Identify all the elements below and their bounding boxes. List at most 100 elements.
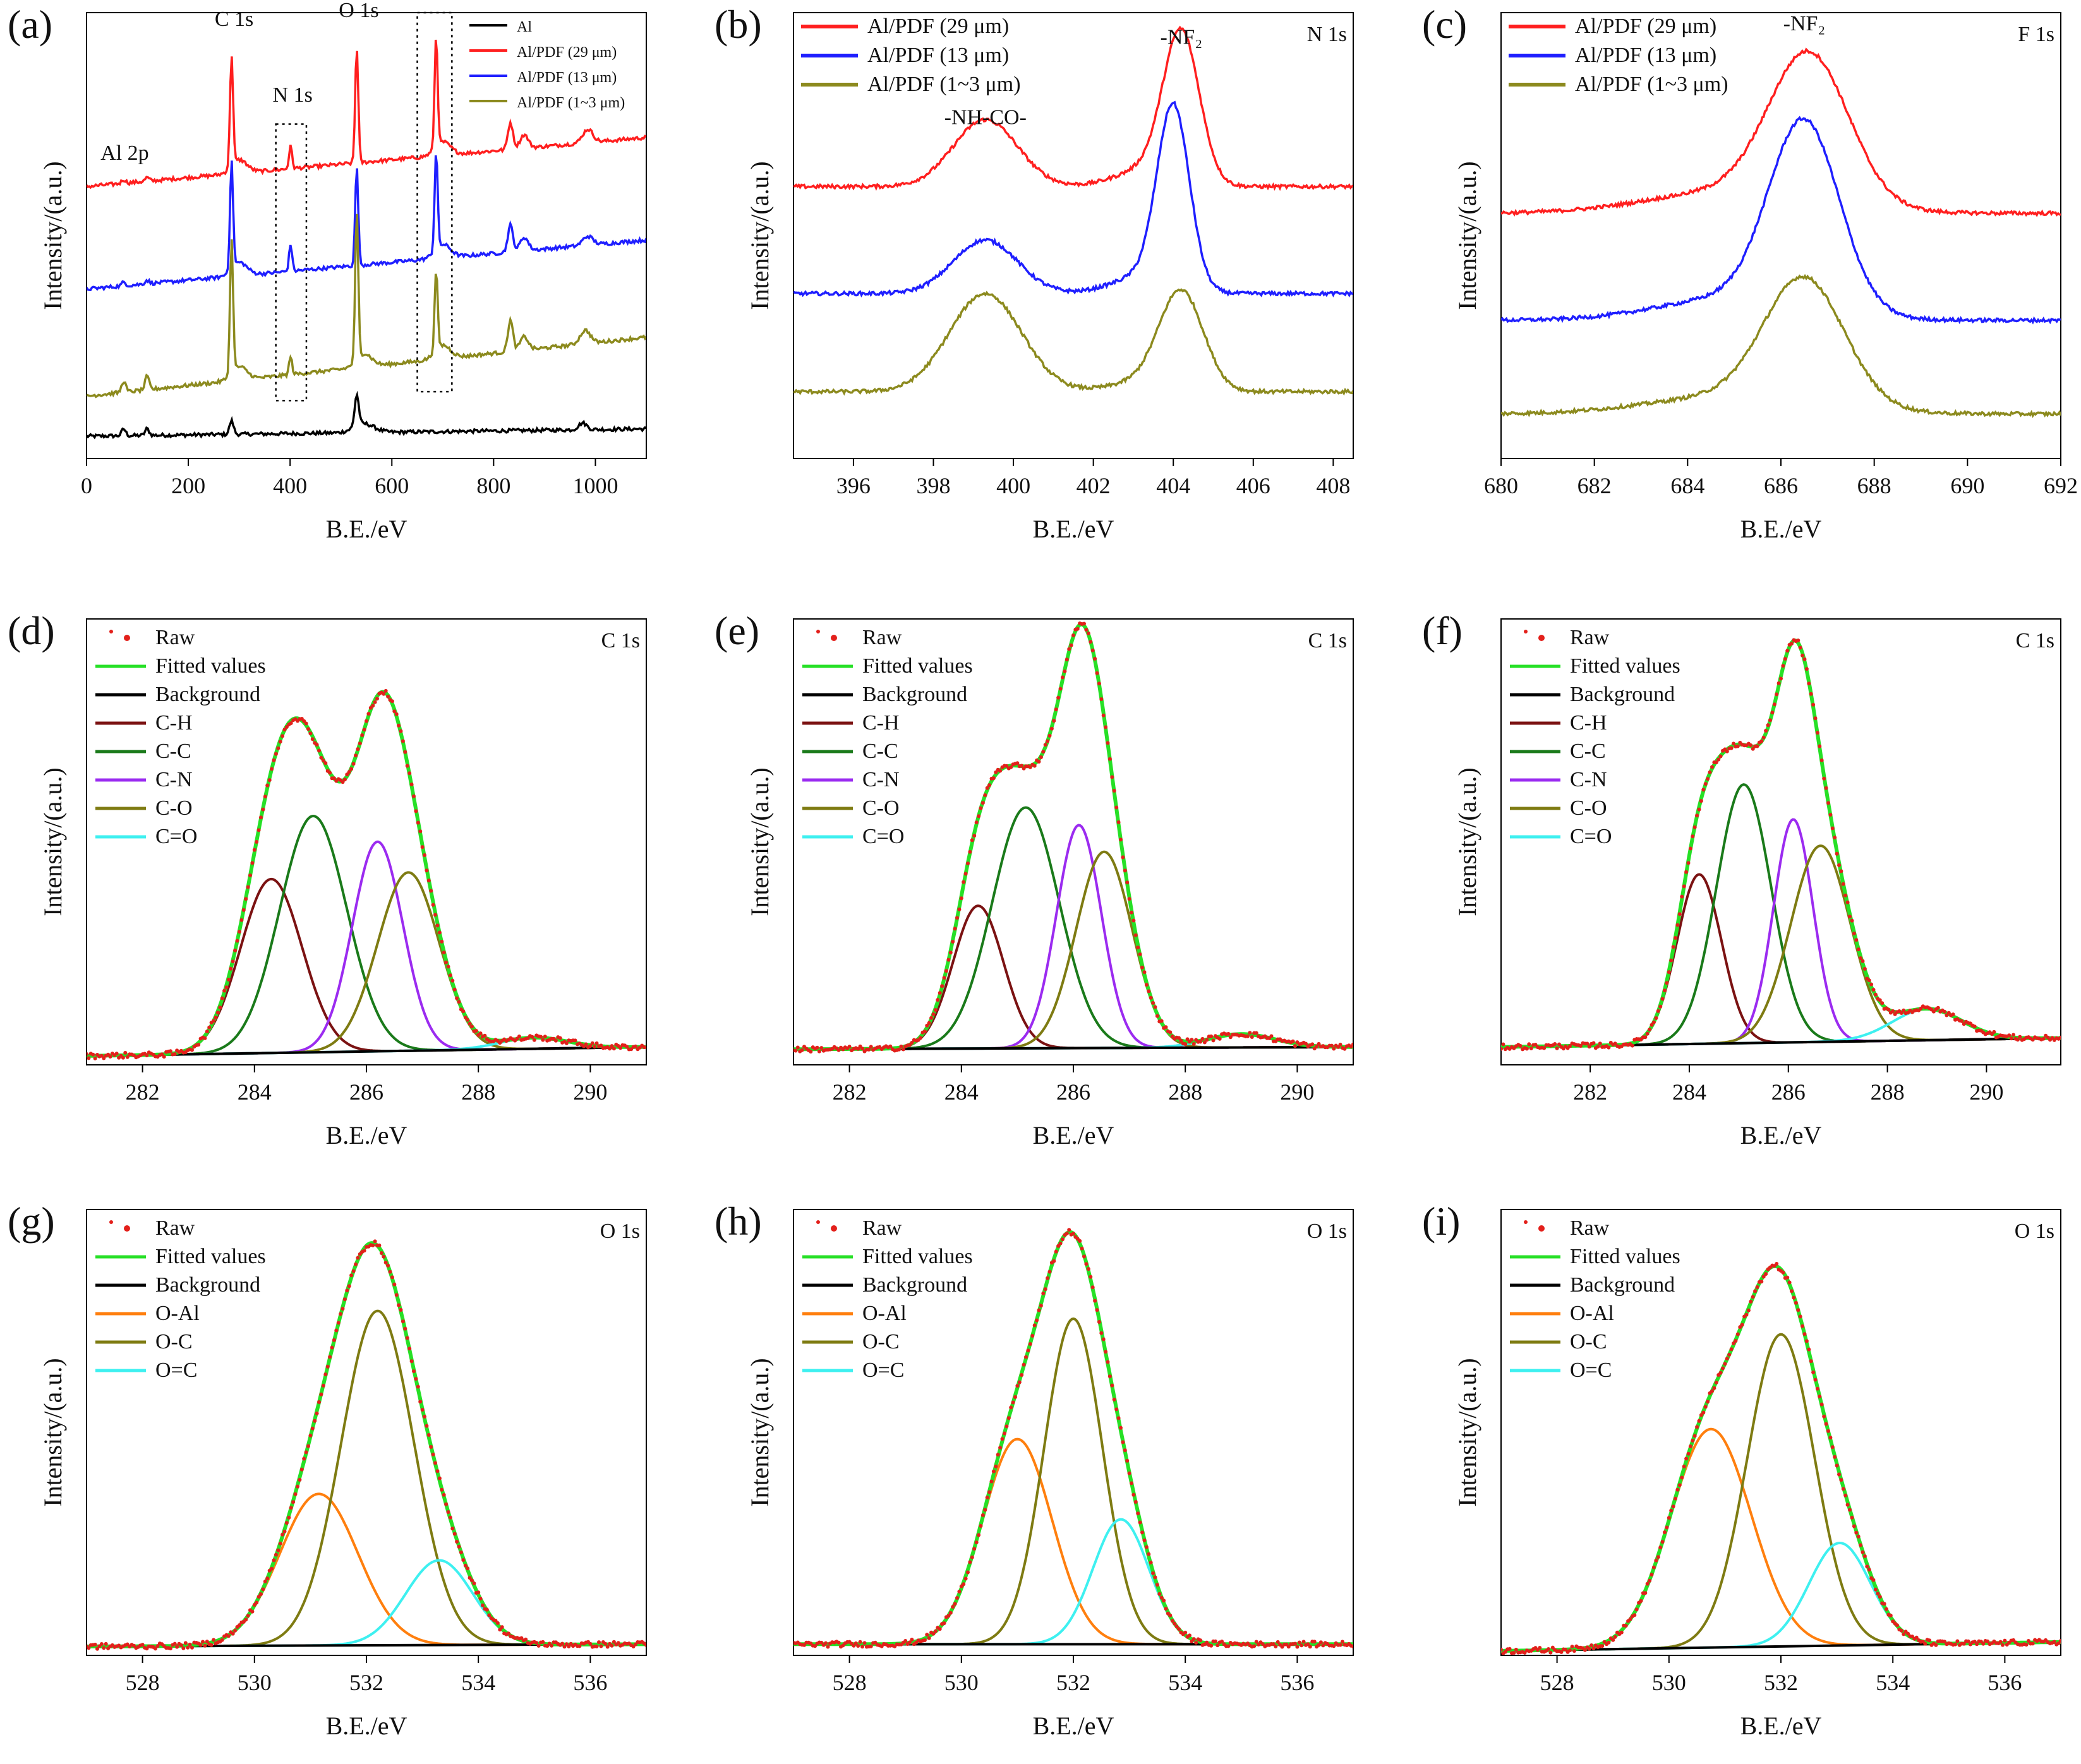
raw-point [977,1533,981,1537]
x-tick-label: 534 [1168,1670,1202,1695]
raw-point [1293,1044,1297,1048]
raw-point [1804,667,1809,671]
raw-point [121,1055,125,1060]
raw-point [235,939,239,943]
raw-point [1613,1041,1617,1046]
raw-point [272,1558,276,1563]
raw-point [1729,1347,1734,1352]
raw-point [284,725,289,729]
raw-point [1215,1643,1220,1648]
raw-point [1759,739,1764,743]
raw-point [1686,1451,1691,1456]
panel-letter: (i) [1422,1199,1460,1244]
raw-point [392,709,397,714]
raw-point [1123,1448,1127,1453]
raw-point [1735,1332,1740,1336]
raw-point [476,1590,481,1595]
raw-point [942,1621,946,1626]
raw-point [1533,1043,1538,1047]
raw-point [1761,735,1766,740]
raw-point [1274,1644,1278,1648]
raw-point [1015,1384,1020,1388]
raw-point [1144,1545,1149,1549]
legend-label-c-c: C-C [862,740,898,763]
raw-point [1785,649,1790,653]
raw-point [983,793,987,797]
raw-point [154,1647,157,1651]
legend-label-o-al: O-Al [1570,1302,1614,1325]
x-axis-title: B.E./eV [326,1712,407,1740]
raw-point [390,1275,394,1280]
raw-point [951,1605,955,1609]
raw-point [2041,1036,2046,1041]
raw-point [1213,1639,1217,1643]
raw-point [612,1640,616,1644]
raw-point [1781,1270,1785,1275]
raw-point [991,1469,996,1473]
raw-point [1850,918,1854,923]
raw-point [487,1613,492,1617]
raw-point [1507,1647,1512,1651]
raw-point [1899,1011,1903,1015]
raw-point [310,1426,315,1431]
raw-point [341,780,345,784]
raw-point [351,1269,356,1273]
x-tick-label: 286 [1771,1079,1806,1105]
raw-point [860,1047,864,1051]
raw-point [1796,1308,1801,1312]
raw-point [1801,653,1805,657]
raw-point [493,1619,498,1623]
core-level-label: O 1s [1307,1220,1347,1243]
x-tick-label: 688 [1857,473,1891,498]
raw-point [1527,1042,1531,1047]
legend-label-o-c: O-C [155,1330,193,1353]
raw-point [1697,807,1701,812]
raw-point [1804,1339,1809,1343]
raw-point [1058,687,1063,691]
raw-point [1312,1640,1317,1644]
x-axis-title: B.E./eV [1033,515,1114,543]
raw-point [897,1047,901,1052]
raw-point [948,951,953,955]
raw-point [1684,1456,1689,1461]
raw-point [1043,743,1047,747]
x-tick-label: 284 [1672,1079,1706,1105]
raw-point [1826,1429,1830,1433]
x-tick-label: 692 [2044,473,2078,498]
raw-point [332,776,336,781]
raw-point [1317,1643,1321,1647]
raw-point [95,1647,99,1651]
raw-point [901,1047,905,1052]
raw-point [936,998,940,1002]
raw-point [1089,1275,1093,1279]
raw-point [175,1645,179,1649]
raw-point [198,1643,203,1647]
raw-point [1570,1645,1574,1649]
raw-point [186,1645,190,1650]
raw-point [289,721,293,725]
raw-point [342,1297,347,1302]
legend-label-c-h: C-H [155,711,193,735]
x-tick-label: 400 [273,473,307,498]
raw-point [985,1496,989,1500]
panel-letter: (g) [8,1199,55,1244]
raw-point [1144,983,1149,987]
raw-point [272,758,276,762]
raw-point [248,873,252,877]
raw-point [1188,1633,1191,1638]
raw-point [1332,1644,1336,1648]
raw-point [1873,1587,1878,1592]
raw-point [308,1434,313,1437]
raw-point [1151,1001,1155,1005]
raw-point [267,778,272,783]
panel-h: (h) 528 530 532 534 536 B.E./eV Intensity/(a.u.… [715,1199,1354,1740]
raw-point [1317,1041,1321,1046]
raw-point [259,815,263,820]
raw-point [1699,1413,1703,1417]
raw-point [323,761,328,765]
series-line-al-pdf-29-um [793,25,1353,191]
raw-point [472,1581,476,1585]
raw-point [426,1433,431,1437]
raw-point [1579,1044,1583,1048]
x-tick-label: 682 [1577,473,1612,498]
